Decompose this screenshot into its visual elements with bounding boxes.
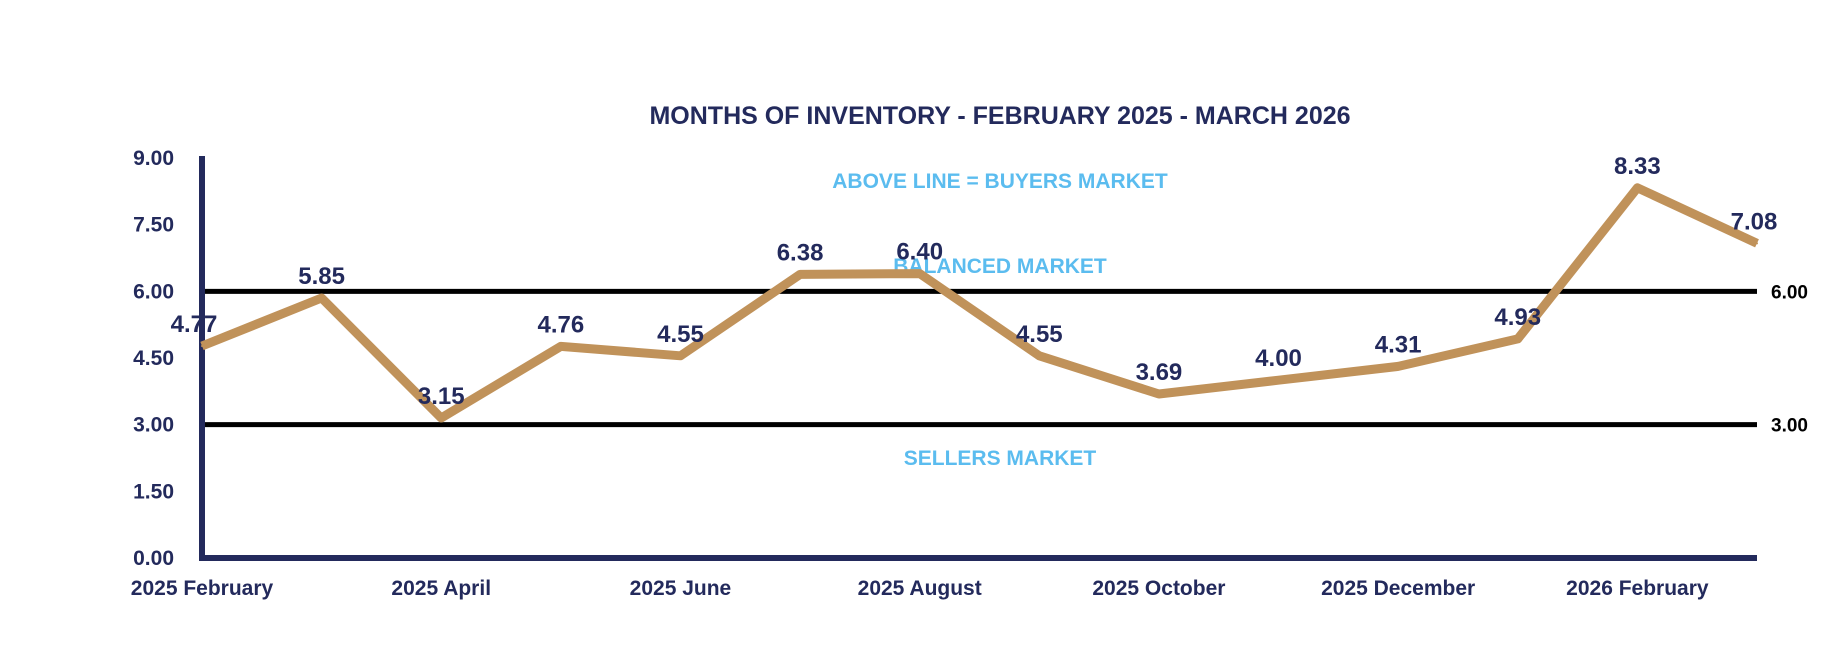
data-point	[799, 273, 802, 276]
y-tick-label: 7.50	[133, 214, 174, 237]
reference-lines: 6.00 3.00	[202, 282, 1808, 437]
data-point	[1756, 242, 1758, 245]
chart-axes	[199, 156, 1757, 561]
data-point	[679, 354, 682, 357]
data-point	[320, 297, 323, 299]
y-axis-ticks: 0.00 1.50 3.00 4.50 6.00 7.50 9.00	[133, 147, 174, 570]
x-tick-label: 2025 June	[630, 577, 732, 600]
y-tick-label: 4.50	[133, 347, 174, 370]
x-tick-label: 2026 February	[1566, 577, 1709, 600]
data-label: 4.93	[1494, 304, 1541, 331]
data-point	[918, 272, 921, 275]
data-point	[1038, 354, 1041, 357]
x-axis-ticks: 2025 February 2025 April 2025 June 2025 Aug…	[131, 577, 1709, 600]
data-label: 7.08	[1731, 208, 1778, 235]
y-tick-label: 3.00	[133, 414, 174, 437]
data-label: 4.76	[537, 311, 584, 338]
zone-label-buyers-market: ABOVE LINE = BUYERS MARKET	[832, 170, 1168, 193]
x-tick-label: 2025 December	[1321, 577, 1475, 600]
data-point	[559, 345, 562, 348]
data-point	[1157, 393, 1160, 395]
y-tick-label: 6.00	[133, 280, 174, 303]
data-label: 5.85	[298, 263, 345, 290]
y-tick-label: 0.00	[133, 547, 174, 570]
y-tick-label: 1.50	[133, 480, 174, 503]
data-label: 8.33	[1614, 153, 1661, 180]
x-tick-label: 2025 April	[391, 577, 491, 600]
data-label: 4.77	[171, 311, 218, 338]
data-label: 4.31	[1375, 331, 1422, 358]
data-label: 6.40	[896, 239, 943, 266]
data-label: 4.55	[657, 321, 704, 348]
data-point	[1277, 379, 1280, 382]
data-label: 6.38	[777, 239, 824, 266]
zone-label-sellers-market: SELLERS MARKET	[904, 447, 1097, 470]
x-tick-label: 2025 August	[858, 577, 982, 600]
chart-title: MONTHS OF INVENTORY - FEBRUARY 2025 - MA…	[649, 102, 1350, 130]
data-point	[201, 345, 203, 347]
data-label: 4.00	[1255, 345, 1302, 372]
data-series	[200, 183, 1759, 423]
y-tick-label: 9.00	[133, 147, 174, 170]
x-tick-label: 2025 February	[131, 577, 274, 600]
x-tick-label: 2025 October	[1092, 577, 1225, 600]
data-point	[1397, 365, 1400, 368]
data-point	[1636, 186, 1639, 189]
reference-line-label-6-00: 6.00	[1771, 282, 1808, 303]
reference-line-label-3-00: 3.00	[1771, 416, 1808, 437]
data-label: 3.15	[418, 383, 465, 410]
data-point	[440, 417, 443, 419]
data-labels: 4.77 5.85 3.15 4.76 4.55 6.38 6.40 4.55 3.69 4.00…	[171, 153, 1778, 410]
zone-label-balanced-market: BALANCED MARKET	[893, 255, 1107, 278]
series-line-months-of-inventory	[200, 183, 1759, 423]
data-label: 3.69	[1136, 359, 1183, 386]
data-point	[1516, 337, 1519, 340]
data-label: 4.55	[1016, 321, 1063, 348]
